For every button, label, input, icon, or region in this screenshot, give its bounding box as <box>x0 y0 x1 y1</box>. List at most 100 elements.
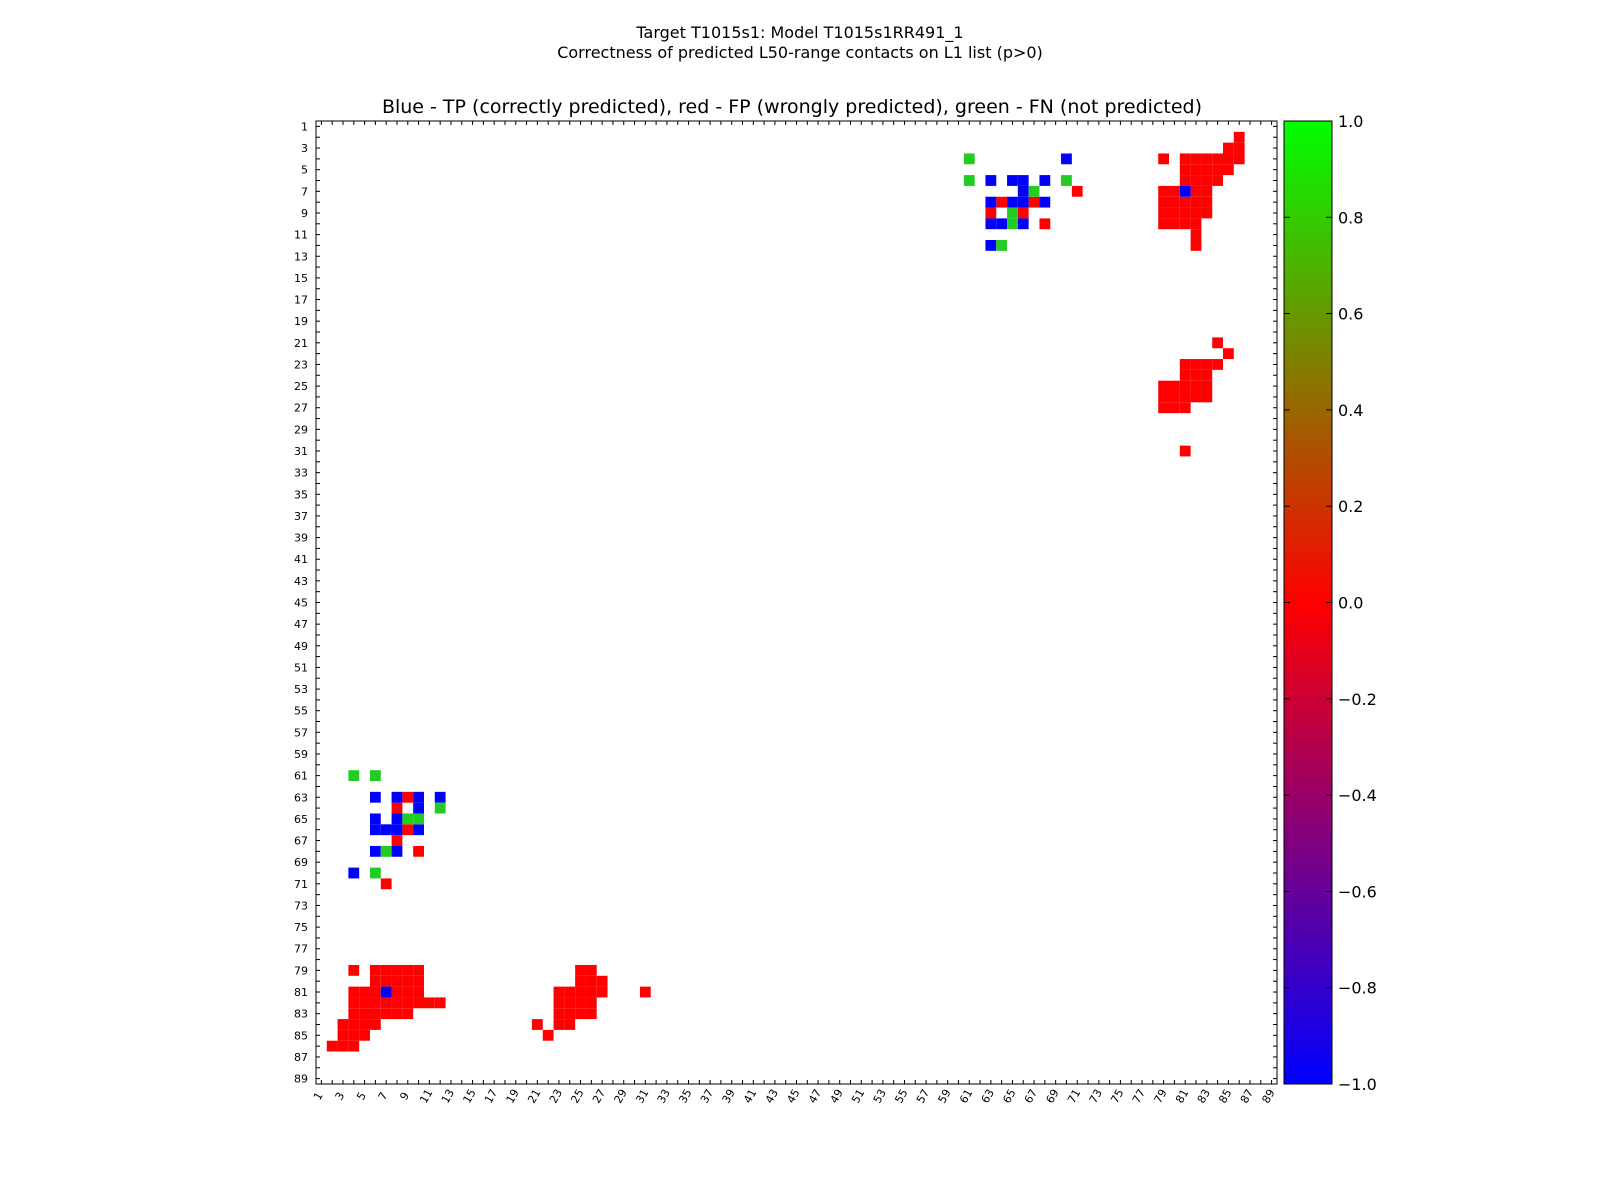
cell-fp-lower <box>391 975 403 987</box>
cell-fp-lower <box>413 964 424 976</box>
x-tick-label: 17 <box>482 1087 500 1106</box>
cell-fp-upper <box>1179 359 1191 370</box>
y-tick-label: 1 <box>301 120 308 133</box>
cell-fp-lower <box>369 1019 381 1030</box>
cell-fp-upper <box>1212 359 1224 370</box>
cell-fp-lower <box>423 997 435 1009</box>
y-tick-label: 17 <box>294 294 308 307</box>
x-tick-label: 35 <box>676 1087 694 1106</box>
x-tick-label: 89 <box>1259 1087 1277 1106</box>
cell-fp-lower <box>391 997 403 1009</box>
cell-fp-lower <box>531 1019 543 1030</box>
cell-tp-upper <box>985 196 997 208</box>
cell-fp-lower <box>575 997 586 1009</box>
x-tick-label: 31 <box>633 1087 651 1106</box>
y-tick-label: 73 <box>294 899 308 912</box>
cell-fp-lower <box>380 964 392 976</box>
cell-fp-upper <box>1028 196 1040 208</box>
cell-fp-upper <box>1223 142 1234 154</box>
x-tick-label: 57 <box>914 1087 932 1106</box>
cell-fn-lower <box>369 867 381 879</box>
cell-fp-lower <box>348 964 360 976</box>
cell-tp-upper <box>1179 185 1191 197</box>
y-tick-label: 59 <box>294 748 308 761</box>
y-tick-label: 55 <box>294 705 308 718</box>
x-tick-label: 55 <box>892 1087 910 1106</box>
x-tick-label: 37 <box>698 1087 716 1106</box>
x-tick-label: 15 <box>460 1087 478 1106</box>
cell-fp-upper <box>1179 175 1191 186</box>
cell-fp-lower <box>348 1008 360 1020</box>
figure-title-line2: Correctness of predicted L50-range conta… <box>557 43 1043 62</box>
x-tick-label: 7 <box>376 1090 391 1103</box>
colorbar-tick-label: −0.8 <box>1338 979 1377 998</box>
cell-fp-lower <box>402 997 414 1009</box>
cell-fp-lower <box>380 997 392 1009</box>
y-tick-label: 9 <box>301 207 308 220</box>
y-tick-label: 33 <box>294 467 308 480</box>
x-tick-label: 49 <box>828 1087 846 1106</box>
cell-fp-upper <box>1169 185 1180 197</box>
cell-fp-upper <box>1233 131 1245 143</box>
cell-fp-upper <box>996 196 1008 208</box>
cell-fp-lower <box>391 964 403 976</box>
x-tick-label: 43 <box>763 1087 781 1106</box>
cell-fp-upper <box>1190 185 1202 197</box>
colorbar-tick-label: 0.0 <box>1338 594 1363 613</box>
cell-fp-upper <box>1201 207 1213 219</box>
cell-fp-upper <box>1201 153 1213 165</box>
cell-fp-upper <box>1190 229 1202 241</box>
y-tick-label: 57 <box>294 726 308 739</box>
cell-fp-lower <box>391 802 403 814</box>
y-tick-label: 19 <box>294 315 308 328</box>
x-tick-label: 29 <box>612 1087 630 1106</box>
cell-fp-lower <box>337 1040 349 1052</box>
x-tick-label: 69 <box>1043 1087 1061 1106</box>
colorbar-tick-label: 0.6 <box>1338 305 1363 324</box>
y-tick-label: 41 <box>294 553 308 566</box>
cell-fp-upper <box>1212 175 1224 186</box>
cell-fp-upper <box>1179 153 1191 165</box>
x-tick-label: 5 <box>354 1090 369 1103</box>
cell-fp-lower <box>337 1019 349 1030</box>
y-tick-label: 65 <box>294 813 308 826</box>
cell-fp-lower <box>369 964 381 976</box>
cell-fp-lower <box>369 986 381 998</box>
y-tick-label: 81 <box>294 986 308 999</box>
cell-fp-lower <box>337 1029 349 1041</box>
x-tick-label: 61 <box>957 1087 975 1106</box>
cell-fp-lower <box>359 1019 370 1030</box>
x-tick-label: 3 <box>333 1090 348 1103</box>
cell-fp-upper <box>1158 218 1170 230</box>
y-tick-label: 13 <box>294 250 308 263</box>
y-tick-label: 29 <box>294 423 308 436</box>
cell-fp-upper <box>1158 196 1170 208</box>
cell-fp-upper <box>1190 240 1202 251</box>
y-tick-label: 35 <box>294 488 308 501</box>
cell-fp-upper <box>1233 142 1245 154</box>
cell-fp-upper <box>1190 391 1202 403</box>
x-tick-label: 11 <box>417 1087 435 1106</box>
y-tick-label: 79 <box>294 964 308 977</box>
y-tick-label: 69 <box>294 856 308 869</box>
x-tick-label: 85 <box>1216 1087 1234 1106</box>
colorbar-tick-label: −1.0 <box>1338 1075 1377 1094</box>
colorbar-tick-label: −0.4 <box>1338 786 1377 805</box>
cell-fp-lower <box>553 986 565 998</box>
colorbar-tick-label: 0.2 <box>1338 497 1363 516</box>
cell-tp-lower <box>413 824 424 836</box>
cell-fp-lower <box>391 835 403 846</box>
x-tick-label: 71 <box>1065 1087 1083 1106</box>
cell-tp-lower <box>380 824 392 836</box>
cell-fp-upper <box>1201 369 1213 381</box>
cell-fp-upper <box>1190 359 1202 370</box>
cell-fn-lower <box>369 770 381 782</box>
cell-tp-upper <box>985 175 997 186</box>
cell-fp-lower <box>639 986 651 998</box>
y-tick-label: 5 <box>301 164 308 177</box>
cell-fp-lower <box>369 997 381 1009</box>
y-tick-label: 43 <box>294 575 308 588</box>
cell-fp-lower <box>575 986 586 998</box>
cell-fp-upper <box>1190 218 1202 230</box>
cell-fp-lower <box>553 1008 565 1020</box>
